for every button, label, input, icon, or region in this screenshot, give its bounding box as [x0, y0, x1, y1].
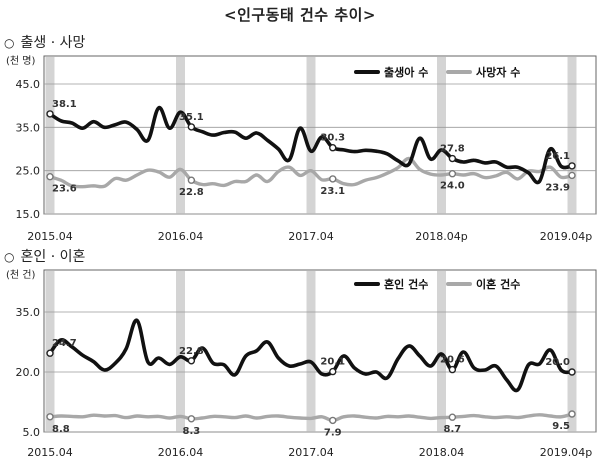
- data-point-marker: [46, 173, 54, 181]
- legend-label: 혼인 건수: [384, 277, 428, 291]
- x-tick-label: 2015.04: [27, 446, 73, 459]
- marriages-divorces-chart: 35.0 20.0 5.0 (천 건) 2015.04 2016.04 2017.04 201…: [6, 269, 597, 459]
- data-point-marker: [329, 367, 337, 376]
- year-band: [176, 57, 185, 214]
- y-tick-label: 5.0: [23, 426, 41, 439]
- data-point-marker: [448, 365, 457, 374]
- data-point-marker: [46, 413, 54, 421]
- data-point-marker: [448, 169, 457, 178]
- year-band: [567, 57, 577, 214]
- data-label: 22.8: [179, 346, 204, 357]
- x-tick-label: 2019.04p: [540, 446, 592, 459]
- data-label: 23.6: [52, 184, 77, 195]
- x-tick-label: 2018.04p: [415, 230, 467, 243]
- x-tick-label: 2016.04: [158, 230, 204, 243]
- data-point-marker: [187, 176, 196, 184]
- data-label: 8.3: [183, 426, 201, 437]
- data-point-marker: [187, 123, 196, 131]
- data-label: 30.3: [320, 133, 345, 144]
- data-label: 24.7: [52, 338, 77, 349]
- data-label: 35.1: [179, 112, 204, 123]
- data-label: 8.8: [52, 424, 70, 435]
- data-point-marker: [448, 154, 457, 163]
- x-tick-label: 2017.04: [288, 446, 334, 459]
- section-bullet: ○: [4, 36, 15, 50]
- data-point-marker: [568, 368, 576, 376]
- births-deaths-chart: 45.0 35.0 25.0 15.0 (천 명) 2015.04 2016.04 2017.…: [6, 55, 597, 243]
- data-label: 27.8: [440, 144, 465, 155]
- year-band: [306, 271, 316, 432]
- data-label: 26.1: [545, 151, 570, 162]
- data-point-marker: [568, 162, 576, 170]
- year-band: [176, 271, 185, 432]
- legend-label: 출생아 수: [384, 65, 428, 79]
- y-tick-label: 35.0: [16, 306, 41, 319]
- data-point-marker: [46, 349, 54, 357]
- page-title: <인구동태 건수 추이>: [224, 6, 376, 24]
- data-point-marker: [329, 143, 337, 152]
- data-label: 20.6: [440, 355, 465, 366]
- data-point-marker: [46, 110, 54, 118]
- x-tick-label: 2017.04: [288, 230, 334, 243]
- legend-label: 이혼 건수: [476, 277, 520, 291]
- series-line-0: [48, 318, 574, 393]
- y-tick-label: 20.0: [16, 366, 41, 379]
- y-axis-unit: (천 명): [6, 55, 35, 67]
- data-point-marker: [568, 410, 576, 418]
- x-tick-label: 2016.04: [158, 446, 204, 459]
- section-bullet: ○: [4, 250, 15, 264]
- data-point-marker: [568, 171, 576, 180]
- data-point-marker: [187, 357, 196, 365]
- section-title-text: 혼인 · 이혼: [20, 249, 86, 265]
- data-label: 38.1: [52, 99, 77, 110]
- series-line-0: [48, 105, 574, 185]
- plot-frame: [43, 269, 597, 433]
- section-title-births-deaths: ○ 출생 · 사망: [4, 32, 85, 52]
- data-label: 20.0: [545, 357, 570, 368]
- data-label: 23.9: [545, 182, 570, 193]
- plot-frame: [43, 55, 597, 215]
- y-axis-unit: (천 건): [6, 269, 35, 281]
- year-band: [306, 57, 316, 214]
- y-tick-label: 45.0: [16, 78, 41, 91]
- year-band: [567, 271, 577, 432]
- year-band: [437, 271, 446, 432]
- series-line-1: [48, 156, 574, 189]
- data-label: 20.1: [320, 357, 345, 368]
- legend-label: 사망자 수: [476, 65, 520, 79]
- data-label: 7.9: [324, 427, 342, 438]
- year-band: [437, 57, 446, 214]
- data-label: 24.0: [440, 181, 465, 192]
- x-tick-label: 2018.04: [419, 446, 465, 459]
- data-point-marker: [329, 416, 337, 425]
- data-label: 22.8: [179, 187, 204, 198]
- y-tick-label: 15.0: [16, 208, 41, 221]
- x-tick-label: 2015.04: [27, 230, 73, 243]
- data-label: 8.7: [444, 424, 462, 435]
- y-tick-label: 25.0: [16, 165, 41, 178]
- y-tick-label: 35.0: [16, 121, 41, 134]
- data-label: 9.5: [552, 421, 570, 432]
- data-point-marker: [329, 175, 337, 183]
- year-band: [45, 57, 55, 214]
- series-line-1: [48, 412, 574, 423]
- data-label: 23.1: [320, 186, 345, 197]
- data-point-marker: [448, 413, 457, 421]
- x-tick-label: 2019.04p: [540, 230, 592, 243]
- section-title-marriages-divorces: ○ 혼인 · 이혼: [4, 246, 85, 266]
- section-title-text: 출생 · 사망: [20, 35, 86, 51]
- data-point-marker: [187, 415, 196, 423]
